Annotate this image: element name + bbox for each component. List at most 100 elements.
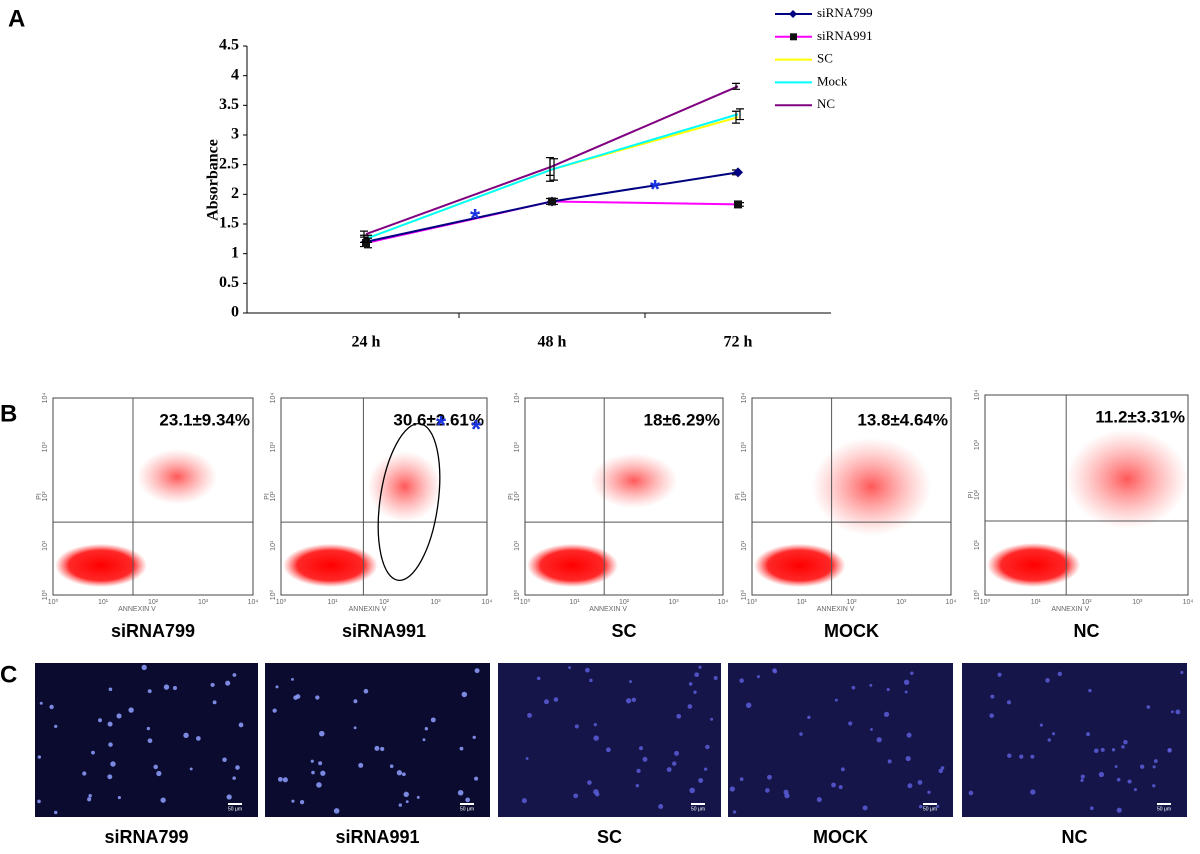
cell-dot xyxy=(869,683,873,687)
cell-dot xyxy=(1098,771,1105,778)
cell-dot xyxy=(1030,754,1035,759)
cell-dot xyxy=(1170,710,1174,714)
cell-dot xyxy=(474,668,480,674)
cell-dot xyxy=(212,700,217,705)
cell-dot xyxy=(389,764,394,768)
cell-dot xyxy=(358,762,364,768)
cell-dot xyxy=(54,810,58,815)
significance-mark: * xyxy=(470,203,481,233)
axis-label: PI xyxy=(264,493,271,500)
cell-dot xyxy=(642,756,648,762)
cell-dot xyxy=(226,794,232,800)
axis-tick-label: 10¹ xyxy=(42,540,49,551)
cell-dot xyxy=(887,759,892,764)
cell-dot xyxy=(277,776,283,782)
cell-dot xyxy=(840,767,845,772)
axis-tick-label: 10⁴ xyxy=(741,393,748,404)
cell-dot xyxy=(883,711,890,717)
scale-bar xyxy=(460,803,474,805)
axis-tick-label: 10² xyxy=(974,489,981,500)
legend-label: siRNA799 xyxy=(817,5,873,20)
axis-label: PI xyxy=(735,493,742,500)
micrograph-name: NC xyxy=(1062,827,1088,847)
significance-mark: * xyxy=(650,174,661,204)
x-tick-label: 24 h xyxy=(352,334,381,351)
cell-dot xyxy=(732,810,737,814)
cell-dot xyxy=(694,672,700,678)
cell-dot xyxy=(422,738,426,742)
cell-dot xyxy=(1007,753,1012,758)
axis-tick-label: 10⁴ xyxy=(1183,599,1194,606)
cell-dot xyxy=(353,699,358,704)
cell-dot xyxy=(799,732,803,736)
cell-dot xyxy=(153,764,159,770)
plot-name: siRNA799 xyxy=(111,621,195,641)
event-cloud xyxy=(55,543,147,588)
cell-dot xyxy=(333,808,340,814)
cell-dot xyxy=(141,664,147,671)
cell-dot xyxy=(232,776,236,780)
cell-dot xyxy=(689,787,695,794)
axis-tick-label: 10⁰ xyxy=(973,590,981,601)
cell-dot xyxy=(739,777,744,781)
scale-bar-label: 50 μm xyxy=(691,806,705,812)
panel-label: C xyxy=(0,661,17,688)
cell-dot xyxy=(631,697,637,703)
cell-dot xyxy=(1139,764,1145,769)
cell-dot xyxy=(416,795,420,799)
legend-label: NC xyxy=(817,96,835,111)
cell-dot xyxy=(1127,779,1132,784)
axis-tick-label: 10⁰ xyxy=(513,590,521,601)
percent-label: 23.1±9.34% xyxy=(159,410,250,429)
x-tick-label: 72 h xyxy=(724,334,753,351)
plot-name: SC xyxy=(611,621,636,641)
cell-dot xyxy=(1116,807,1122,813)
panel-label: B xyxy=(0,400,17,427)
cell-dot xyxy=(430,717,436,723)
cell-dot xyxy=(1090,806,1094,811)
marker xyxy=(733,167,743,178)
cell-dot xyxy=(698,778,704,783)
cell-dot xyxy=(1114,765,1118,768)
cell-dot xyxy=(291,677,294,681)
axis-tick-label: 10³ xyxy=(741,442,748,453)
micrograph-name: MOCK xyxy=(813,827,868,847)
cell-dot xyxy=(1080,774,1085,779)
cell-dot xyxy=(1057,671,1063,677)
cell-dot xyxy=(521,798,527,804)
percent-label: 18±6.29% xyxy=(644,410,720,429)
series-line xyxy=(365,113,739,240)
scale-bar xyxy=(691,803,705,805)
cell-dot xyxy=(465,797,471,803)
axis-tick-label: 10¹ xyxy=(270,540,277,551)
axis-tick-label: 10¹ xyxy=(514,540,521,551)
cell-dot xyxy=(527,712,532,718)
cell-dot xyxy=(676,713,682,719)
significance-mark: * xyxy=(436,410,447,440)
cell-dot xyxy=(1146,705,1151,709)
cell-dot xyxy=(282,777,288,783)
y-tick-label: 1.5 xyxy=(219,215,239,232)
cell-dot xyxy=(116,713,122,719)
cell-dot xyxy=(108,687,113,692)
cell-dot xyxy=(320,770,326,776)
y-tick-label: 3 xyxy=(231,126,239,143)
cell-dot xyxy=(396,770,403,776)
cell-dot xyxy=(756,675,760,679)
y-tick-label: 1 xyxy=(231,244,239,261)
cell-dot xyxy=(693,690,697,694)
axis-tick-label: 10⁰ xyxy=(269,590,277,601)
cell-dot xyxy=(1052,732,1056,736)
axis-tick-label: 10⁴ xyxy=(270,393,277,404)
axis-tick-label: 10⁴ xyxy=(974,390,981,401)
cell-dot xyxy=(876,737,882,743)
axis-tick-label: 10³ xyxy=(668,599,679,606)
micrograph-name: siRNA991 xyxy=(335,827,419,847)
cell-dot xyxy=(291,799,295,803)
event-cloud xyxy=(753,543,846,588)
y-tick-label: 0.5 xyxy=(219,274,239,291)
cell-dot xyxy=(729,786,735,792)
cell-dot xyxy=(316,782,322,788)
cell-dot xyxy=(1175,709,1181,715)
cell-dot xyxy=(363,688,369,694)
